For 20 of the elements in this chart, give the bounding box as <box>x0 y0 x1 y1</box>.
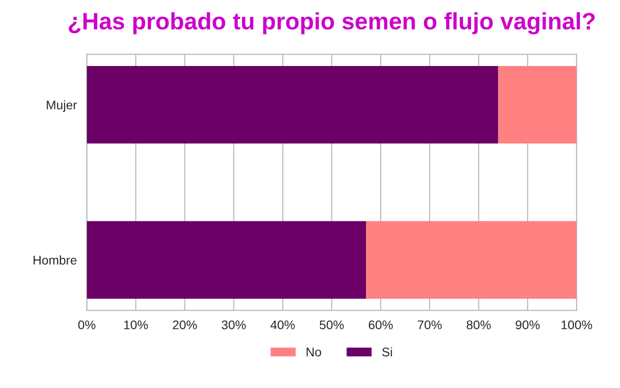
legend-label: Si <box>382 347 392 356</box>
y-tick-label: Mujer <box>46 100 77 112</box>
x-tick-label: 30% <box>222 320 246 330</box>
x-tick-label: 70% <box>418 320 442 330</box>
bar <box>86 221 366 299</box>
x-tick-label: 10% <box>124 320 148 330</box>
x-tick-label: 0% <box>78 320 96 330</box>
x-tick-label: 90% <box>516 320 540 330</box>
bar <box>366 221 577 299</box>
x-tick-label: 40% <box>270 320 295 330</box>
x-tick-label: 50% <box>320 320 344 330</box>
x-tick-label: 60% <box>368 320 393 330</box>
y-tick-label: Hombre <box>34 255 77 265</box>
legend-label: No <box>306 348 322 356</box>
x-tick-label: 20% <box>172 320 197 330</box>
x-tick-label: 80% <box>466 320 491 330</box>
chart-title: ¿Has probado tu propio semen o flujo vaginal? <box>68 12 595 34</box>
bar <box>498 66 577 144</box>
x-tick-label: 100% <box>562 320 592 330</box>
bar <box>86 66 498 144</box>
